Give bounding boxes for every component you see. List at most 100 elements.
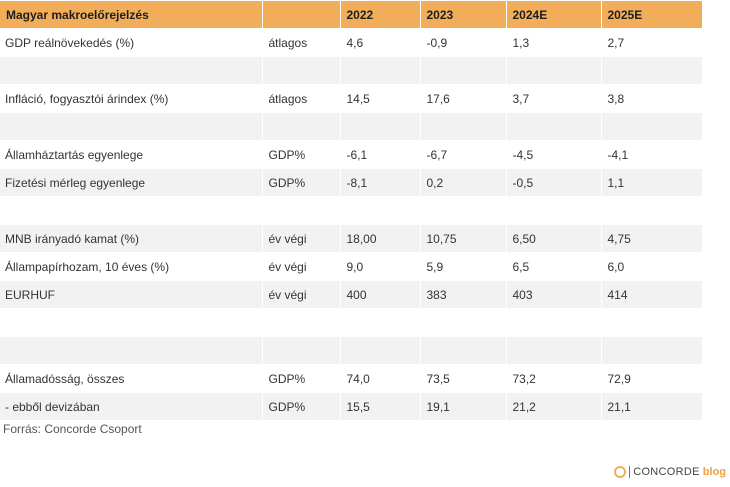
row-label: Infláció, fogyasztói árindex (%)	[0, 84, 263, 113]
row-label	[0, 308, 263, 337]
value-2024e: 403	[506, 280, 602, 309]
value-2023	[420, 308, 507, 337]
table-row	[0, 336, 703, 365]
table-row: GDP reálnövekedés (%) átlagos 4,6 -0,9 1,3 2,…	[0, 28, 703, 57]
header-unit	[262, 1, 341, 29]
row-unit: GDP%	[262, 168, 341, 197]
value-2022: 400	[340, 280, 421, 309]
row-unit: átlagos	[262, 84, 341, 113]
source-note: Forrás: Concorde Csoport	[3, 422, 142, 436]
value-2025e: 1,1	[601, 168, 703, 197]
value-2025e: 4,75	[601, 224, 703, 253]
value-2023	[420, 112, 507, 141]
value-2025e	[601, 112, 703, 141]
row-label	[0, 196, 263, 225]
value-2025e	[601, 308, 703, 337]
forecast-table-body: Magyar makroelőrejelzés 2022 2023 2024E 2025…	[0, 1, 703, 421]
row-label: Fizetési mérleg egyenlege	[0, 168, 263, 197]
value-2024e: -0,5	[506, 168, 602, 197]
table-row: Fizetési mérleg egyenlege GDP% -8,1 0,2 -0,5…	[0, 168, 703, 197]
value-2024e: 3,7	[506, 84, 602, 113]
row-unit: év végi	[262, 224, 341, 253]
row-unit	[262, 112, 341, 141]
table-row: Infláció, fogyasztói árindex (%) átlagos 1…	[0, 84, 703, 113]
row-unit: év végi	[262, 252, 341, 281]
value-2024e	[506, 336, 602, 365]
row-label: Államháztartás egyenlege	[0, 140, 263, 169]
value-2023: 383	[420, 280, 507, 309]
value-2024e: 6,50	[506, 224, 602, 253]
row-label	[0, 112, 263, 141]
row-unit: év végi	[262, 280, 341, 309]
table-row	[0, 308, 703, 337]
value-2023: 10,75	[420, 224, 507, 253]
row-unit: GDP%	[262, 392, 341, 421]
value-2025e	[601, 196, 703, 225]
value-2022	[340, 196, 421, 225]
row-label	[0, 56, 263, 85]
value-2023	[420, 56, 507, 85]
value-2022: 15,5	[340, 392, 421, 421]
logo-divider	[629, 466, 631, 478]
value-2023	[420, 336, 507, 365]
header-2022: 2022	[340, 1, 421, 29]
value-2025e	[601, 336, 703, 365]
value-2024e	[506, 196, 602, 225]
logo-brand-text: CONCORDE	[633, 466, 700, 478]
header-2025e: 2025E	[601, 1, 703, 29]
value-2024e: 73,2	[506, 364, 602, 393]
row-unit	[262, 308, 341, 337]
value-2022	[340, 112, 421, 141]
value-2023: -6,7	[420, 140, 507, 169]
row-unit	[262, 56, 341, 85]
value-2023: 5,9	[420, 252, 507, 281]
concorde-blog-logo: CONCORDE blog	[614, 466, 726, 478]
table-row: MNB irányadó kamat (%) év végi 18,00 10,75 6…	[0, 224, 703, 253]
table-header-row: Magyar makroelőrejelzés 2022 2023 2024E 2025…	[0, 1, 703, 29]
value-2023: 73,5	[420, 364, 507, 393]
value-2024e: 21,2	[506, 392, 602, 421]
value-2022	[340, 56, 421, 85]
value-2025e: -4,1	[601, 140, 703, 169]
row-label: MNB irányadó kamat (%)	[0, 224, 263, 253]
value-2024e	[506, 308, 602, 337]
value-2025e: 2,7	[601, 28, 703, 57]
value-2022: -6,1	[340, 140, 421, 169]
header-2023: 2023	[420, 1, 507, 29]
value-2025e	[601, 56, 703, 85]
value-2023: 17,6	[420, 84, 507, 113]
table-row: EURHUF év végi 400 383 403 414	[0, 280, 703, 309]
row-unit: GDP%	[262, 364, 341, 393]
row-label: EURHUF	[0, 280, 263, 309]
value-2024e: -4,5	[506, 140, 602, 169]
table-row	[0, 56, 703, 85]
row-label: Államadósság, összes	[0, 364, 263, 393]
table-row: - ebből devizában GDP% 15,5 19,1 21,2 21,1	[0, 392, 703, 421]
value-2022: 9,0	[340, 252, 421, 281]
row-label: - ebből devizában	[0, 392, 263, 421]
value-2022	[340, 308, 421, 337]
header-title: Magyar makroelőrejelzés	[0, 1, 263, 29]
value-2022: -8,1	[340, 168, 421, 197]
value-2022: 14,5	[340, 84, 421, 113]
value-2025e: 414	[601, 280, 703, 309]
table-row	[0, 112, 703, 141]
value-2025e: 3,8	[601, 84, 703, 113]
value-2023: 19,1	[420, 392, 507, 421]
value-2022	[340, 336, 421, 365]
value-2022: 74,0	[340, 364, 421, 393]
row-label: Állampapírhozam, 10 éves (%)	[0, 252, 263, 281]
row-label	[0, 336, 263, 365]
value-2025e: 6,0	[601, 252, 703, 281]
header-2024e: 2024E	[506, 1, 602, 29]
value-2025e: 72,9	[601, 364, 703, 393]
logo-blog-text: blog	[702, 466, 726, 478]
value-2025e: 21,1	[601, 392, 703, 421]
value-2024e	[506, 112, 602, 141]
table-row: Államháztartás egyenlege GDP% -6,1 -6,7 -4,5…	[0, 140, 703, 169]
value-2022: 4,6	[340, 28, 421, 57]
row-unit: átlagos	[262, 28, 341, 57]
forecast-table: Magyar makroelőrejelzés 2022 2023 2024E 2025…	[0, 1, 703, 421]
table-row	[0, 196, 703, 225]
value-2023	[420, 196, 507, 225]
